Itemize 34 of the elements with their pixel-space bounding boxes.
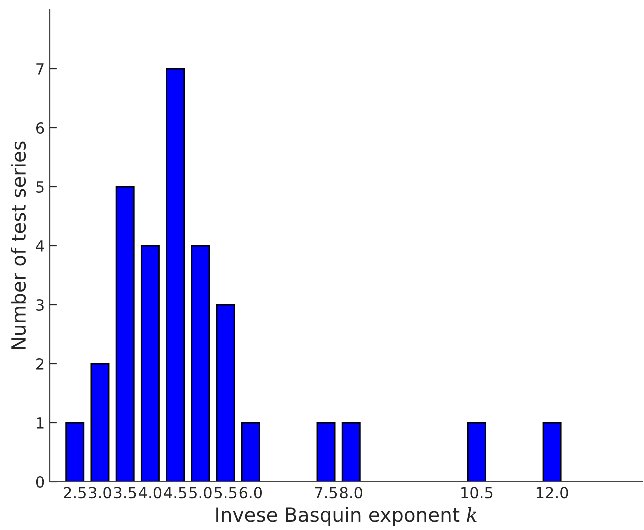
x-tick-label: 8.0 (340, 487, 363, 499)
x-tick-label: 12.0 (536, 487, 568, 499)
x-tick-label: 5.5 (214, 487, 237, 499)
y-tick-label: 1 (37, 418, 44, 429)
y-axis-title: Number of test series (11, 142, 26, 350)
x-tick-label: 4.5 (164, 487, 186, 499)
bar (66, 422, 85, 482)
y-tick-label: 2 (36, 358, 44, 370)
x-tick-label: 7.5 (315, 487, 338, 499)
bar (140, 245, 160, 482)
bar (90, 363, 110, 482)
bar (166, 68, 186, 482)
bar (216, 304, 236, 482)
x-axis-title: Invese Basquin exponent 𝑘 (216, 507, 477, 526)
bar (191, 245, 210, 482)
y-tick-label: 7 (36, 64, 44, 75)
y-tick-label: 6 (36, 122, 44, 134)
x-tick-label: 2.5 (64, 487, 86, 499)
y-tick-label: 0 (36, 476, 44, 488)
bar (467, 422, 486, 482)
bar (342, 422, 361, 482)
bar (316, 422, 336, 482)
x-tick-label: 5.0 (190, 487, 212, 499)
bar (241, 422, 260, 482)
x-tick-label: 3.0 (89, 487, 112, 499)
x-tick-label: 6.0 (240, 487, 262, 499)
bar (542, 422, 562, 482)
x-tick-label: 4.0 (139, 487, 162, 499)
x-tick-label: 10.5 (462, 487, 493, 499)
x-tick-label: 3.5 (114, 487, 136, 499)
y-tick-label: 3 (36, 299, 44, 312)
y-tick-label: 5 (36, 182, 44, 194)
y-tick-label: 4 (36, 240, 44, 252)
bar (116, 186, 135, 482)
